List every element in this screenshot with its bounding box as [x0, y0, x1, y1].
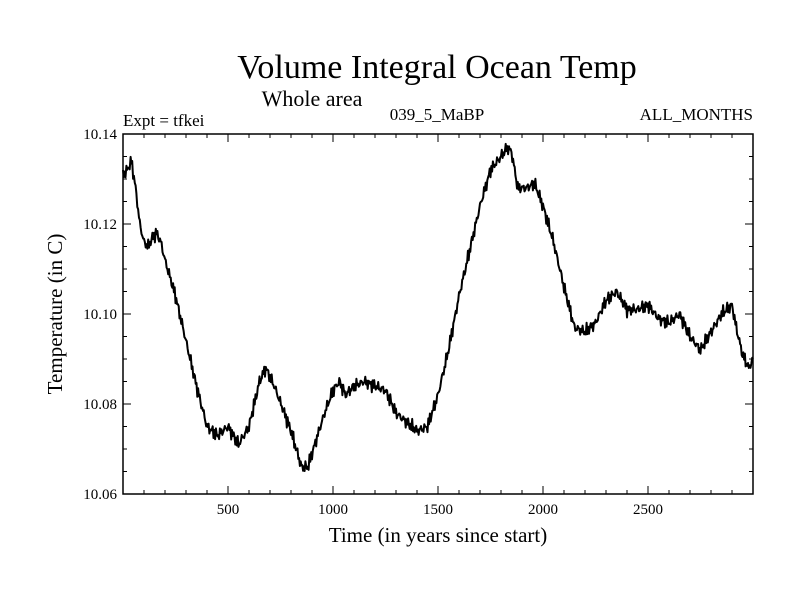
series-line	[122, 142, 754, 472]
months-label: ALL_MONTHS	[640, 105, 753, 124]
x-tick-label: 1500	[423, 502, 453, 518]
chart-subtitle: Whole area	[262, 86, 363, 111]
x-tick-label: 2500	[633, 502, 663, 518]
period-label: 039_5_MaBP	[390, 105, 484, 124]
chart-title: Volume Integral Ocean Temp	[237, 49, 637, 86]
plot-frame	[122, 133, 754, 495]
experiment-label: Expt = tfkei	[123, 111, 205, 130]
y-tick-label: 10.08	[83, 397, 117, 413]
y-tick-label: 10.14	[83, 127, 117, 143]
y-axis-label: Temperature (in C)	[43, 234, 67, 395]
x-axis-label: Time (in years since start)	[329, 523, 548, 547]
y-tick-label: 10.06	[83, 487, 117, 503]
x-tick-label: 500	[217, 502, 240, 518]
x-tick-label: 1000	[318, 502, 348, 518]
y-tick-label: 10.10	[83, 307, 117, 323]
x-tick-label: 2000	[528, 502, 558, 518]
tick-labels: 500 1000 1500 2000 2500 10.06 10.08 10.10 10.12 1…	[83, 127, 663, 518]
y-tick-label: 10.12	[83, 217, 117, 233]
